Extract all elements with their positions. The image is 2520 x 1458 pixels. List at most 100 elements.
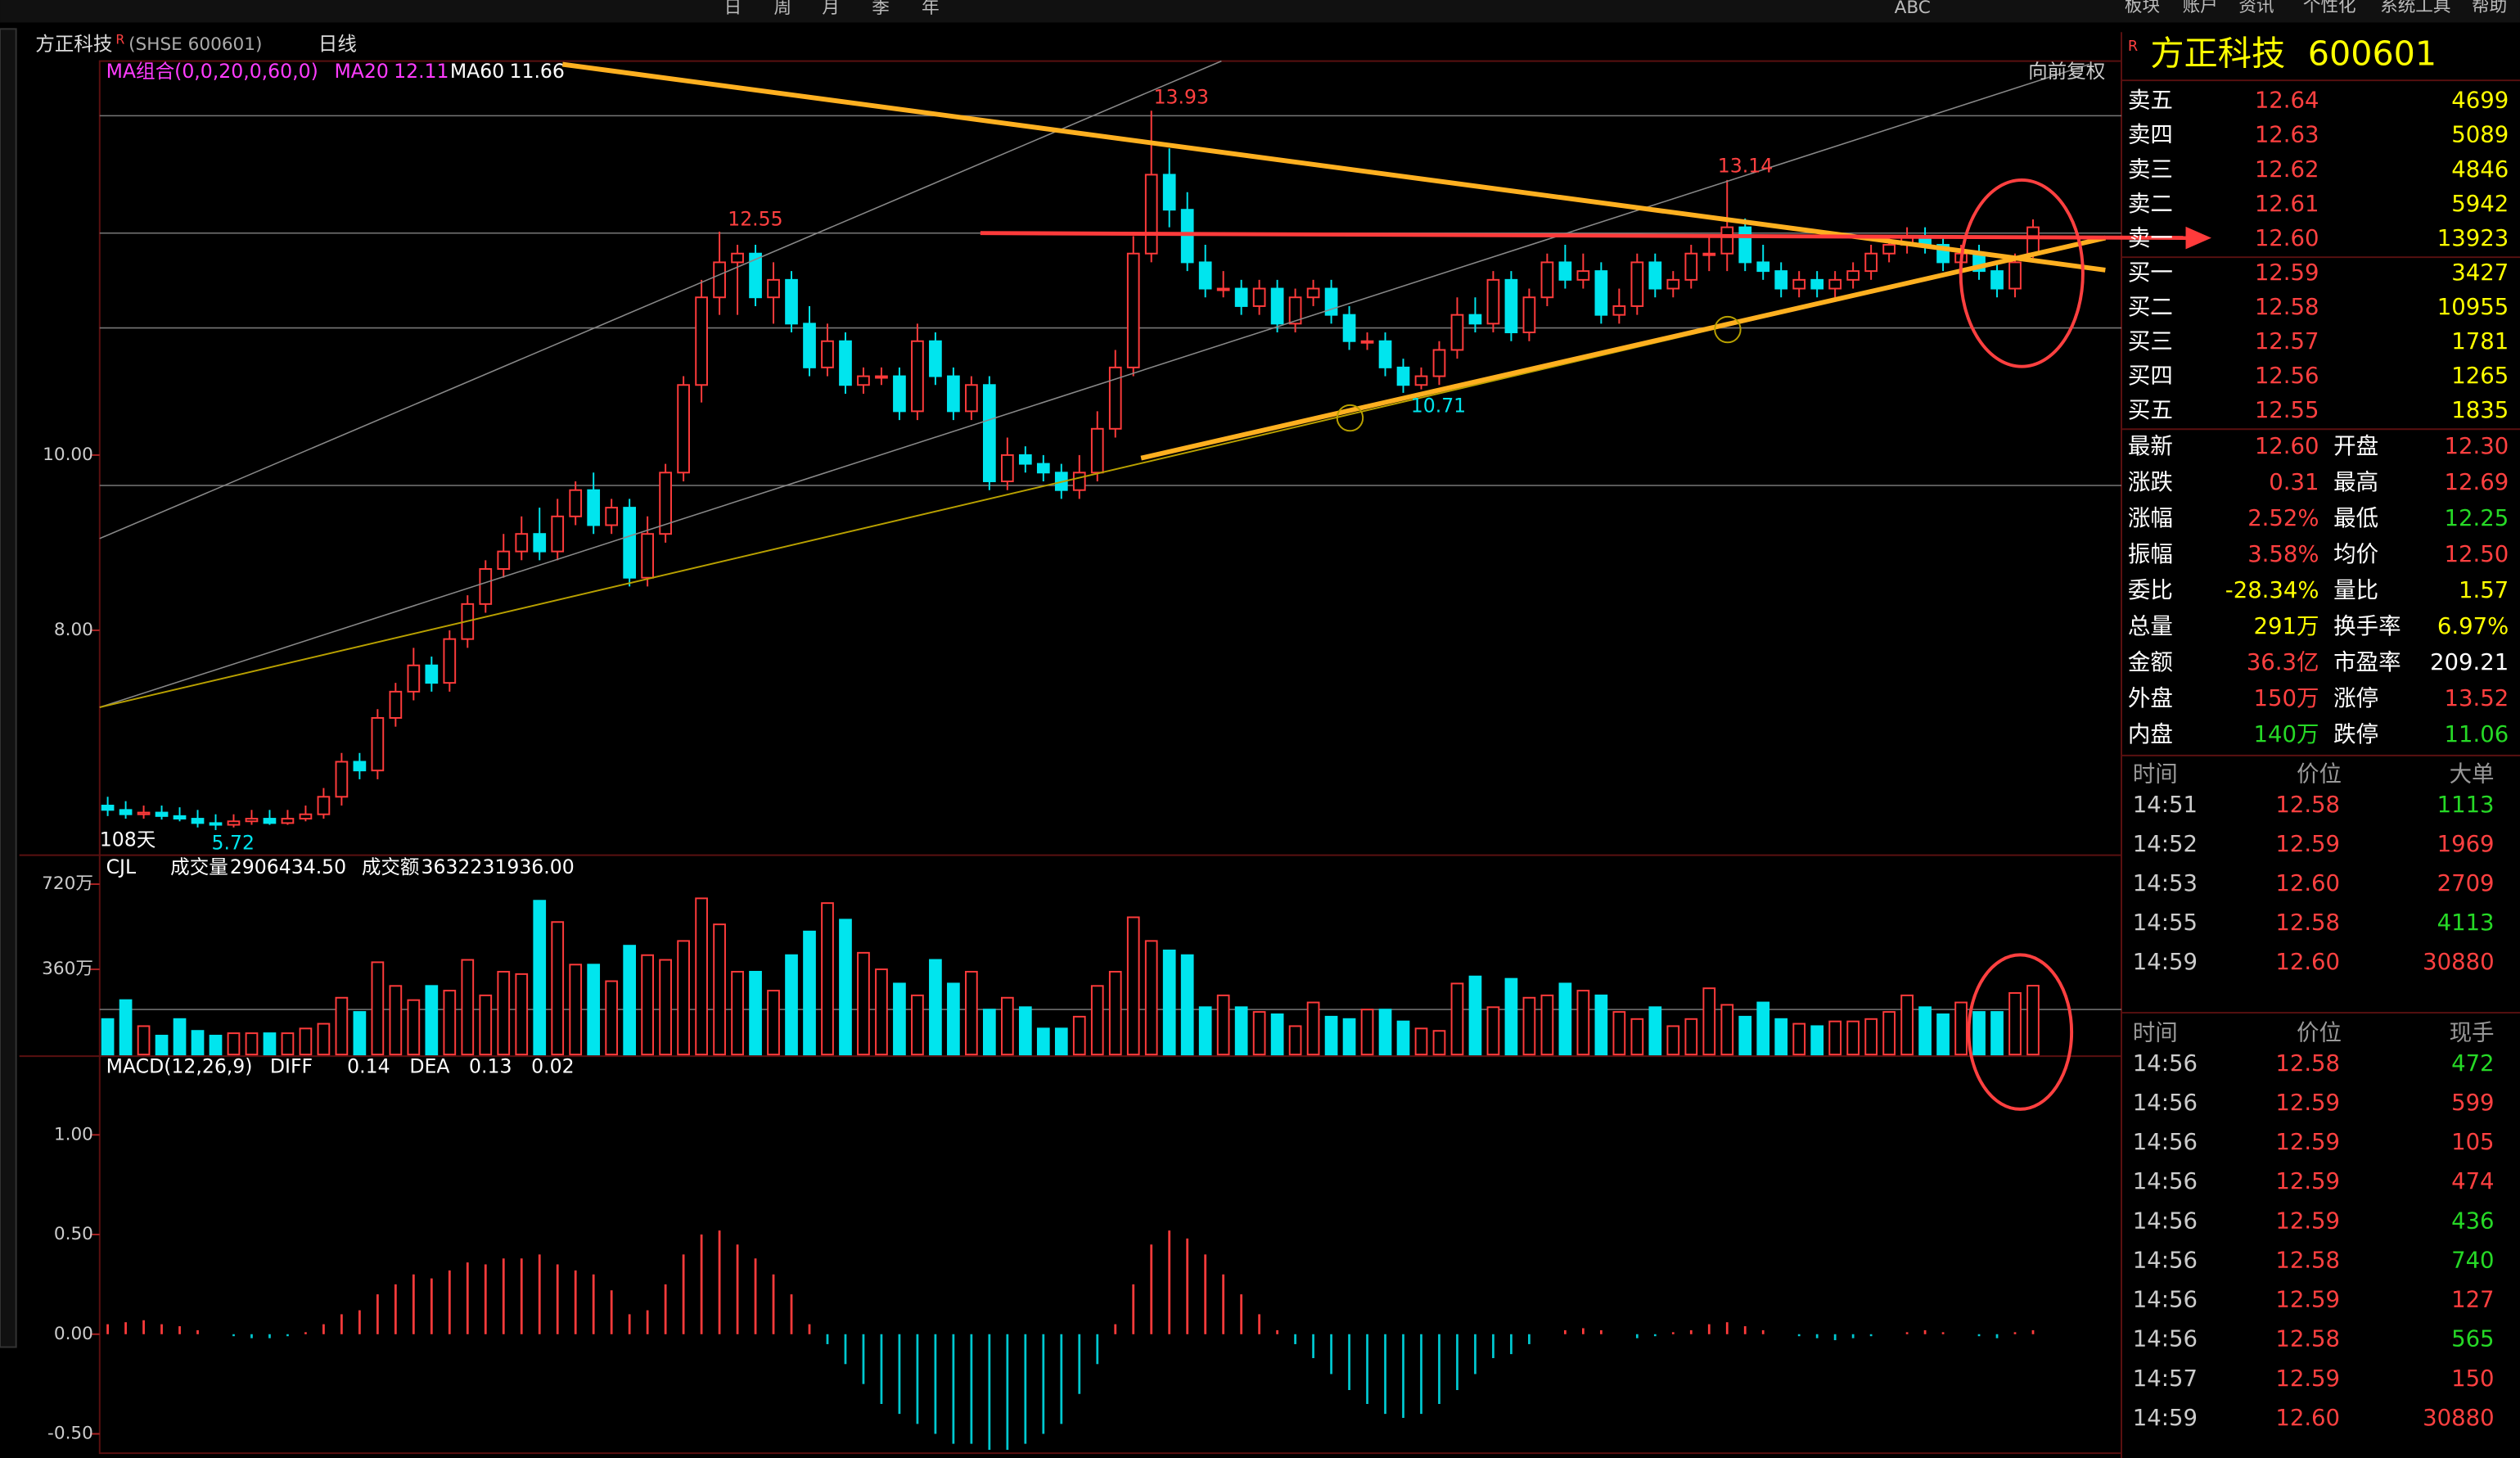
ma-name: MA60 [450, 60, 504, 83]
trade-time: 14:56 [2133, 1050, 2198, 1077]
volume-bar [1864, 1018, 1878, 1056]
book-label: 买五 [2128, 397, 2173, 423]
book-volume: 1781 [2451, 328, 2509, 354]
y-tick-label: 1.00 [54, 1124, 93, 1144]
volume-bar [1144, 940, 1158, 1056]
candle-body [101, 805, 115, 811]
ma-value: 12.11 [394, 60, 449, 83]
candle-body [1792, 278, 1806, 290]
toolbar-button[interactable]: 日 [724, 0, 742, 18]
candle-body [1072, 472, 1086, 491]
menu-item[interactable]: 资讯 [2238, 0, 2274, 16]
menu-item[interactable]: 账户 [2183, 0, 2218, 16]
ma-value: 11.66 [509, 60, 564, 83]
volume-bar [1684, 1018, 1698, 1056]
annotation: 12.55 [728, 208, 782, 231]
stat-value: 12.50 [2445, 541, 2509, 567]
volume-bar [983, 1009, 996, 1056]
book-label: 卖四 [2128, 122, 2173, 148]
book-volume: 4699 [2451, 88, 2509, 114]
y-tick-label: 8.00 [54, 620, 93, 640]
book-price: 12.57 [2255, 328, 2319, 354]
menu-item[interactable]: 板块 [2125, 0, 2160, 16]
volume-bar [407, 999, 421, 1056]
candle-body [425, 664, 439, 684]
trade-volume: 472 [2451, 1050, 2494, 1077]
column-header: 时间 [2133, 1020, 2178, 1046]
volume-bar [1162, 949, 1176, 1056]
badge: R [115, 32, 124, 47]
volume-bar [209, 1035, 223, 1056]
candle-body [587, 489, 601, 526]
y-tick-label: 10.00 [43, 445, 93, 465]
volume-bar [425, 985, 439, 1056]
volume-bar [677, 940, 690, 1056]
stat-label: 涨幅 [2128, 505, 2173, 531]
volume-bar [911, 994, 924, 1056]
book-volume: 10955 [2437, 294, 2509, 320]
stat-value: 6.97% [2437, 613, 2509, 639]
trade-price: 12.59 [2275, 1365, 2340, 1392]
stat-label: 最低 [2333, 505, 2378, 531]
stat-label: 换手率 [2333, 613, 2401, 639]
volume-bar [749, 970, 762, 1056]
candle-body [1702, 252, 1716, 256]
volume-bar [1936, 1013, 1950, 1056]
book-label: 买二 [2128, 294, 2173, 320]
volume-bar [1270, 1013, 1284, 1056]
menu-item[interactable]: 系统工具 [2380, 0, 2450, 16]
book-volume: 3427 [2451, 260, 2509, 286]
book-volume: 4846 [2451, 156, 2509, 183]
toolbar-button[interactable]: 月 [822, 0, 840, 18]
candle-body [2008, 261, 2022, 290]
menu-item[interactable]: 个性化 [2303, 0, 2356, 16]
book-volume: 13923 [2437, 225, 2509, 251]
volume-bar [245, 1032, 259, 1056]
toolbar-button[interactable]: 季 [872, 0, 890, 18]
candle-body [929, 340, 942, 377]
candle-body [1306, 287, 1320, 299]
candle-body [1432, 349, 1446, 377]
field-name: 成交额 [362, 855, 420, 878]
volume-bar [1324, 1015, 1338, 1056]
candle-body [1342, 314, 1356, 342]
trade-volume: 30880 [2423, 949, 2494, 975]
field-value: 0.02 [531, 1054, 574, 1077]
menu-item[interactable]: 帮助 [2472, 0, 2507, 16]
volume-bar [1720, 1004, 1734, 1056]
volume-bar [1432, 1030, 1446, 1056]
toolbar-button[interactable]: 周 [774, 0, 792, 18]
candle-body [1144, 174, 1158, 255]
candle-body [1108, 366, 1122, 430]
stat-label: 开盘 [2333, 433, 2378, 459]
toolbar-button[interactable]: ABC [1895, 0, 1931, 18]
candle-body [1234, 287, 1248, 307]
indicator-name: MACD(12,26,9) [106, 1054, 253, 1077]
field-value: 0.13 [469, 1054, 512, 1077]
stat-value: 2.52% [2247, 505, 2319, 531]
candle-body [1450, 314, 1464, 351]
volume-bar [353, 1011, 367, 1056]
toolbar-button[interactable]: 年 [922, 0, 940, 18]
stat-label: 涨跌 [2128, 469, 2173, 495]
ma-label: MA组合(0,0,20,0,60,0) [106, 60, 318, 83]
trade-volume: 127 [2451, 1287, 2494, 1313]
candle-body [1486, 278, 1500, 325]
volume-bar [1774, 1018, 1788, 1056]
candle-body [1594, 270, 1608, 316]
candle-body [479, 568, 493, 605]
volume-bar [173, 1018, 187, 1056]
stat-value: 12.25 [2445, 505, 2509, 531]
candle-body [965, 384, 978, 413]
trade-volume: 740 [2451, 1247, 2494, 1273]
candle-body [407, 664, 421, 693]
stat-label: 金额 [2128, 649, 2173, 675]
volume-bar [1666, 1025, 1680, 1056]
volume-bar [389, 985, 403, 1056]
candle-body [443, 638, 457, 684]
volume-bar [551, 921, 565, 1056]
candle-body [623, 507, 637, 579]
trade-price: 12.58 [2275, 910, 2340, 936]
